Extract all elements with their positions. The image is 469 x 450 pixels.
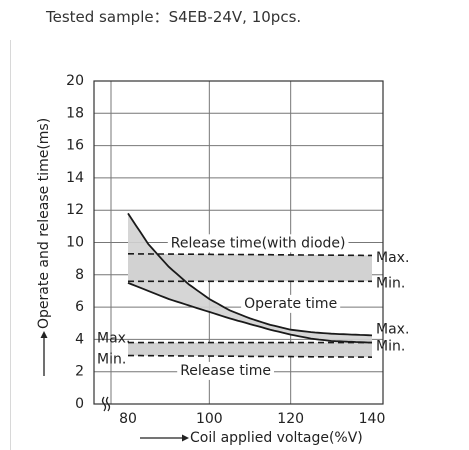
- plot-area-frame: [93, 80, 384, 405]
- y-tick-label: 8: [75, 267, 84, 283]
- x-axis-arrow-head: [182, 434, 189, 442]
- left-border: [10, 40, 11, 450]
- release-time-with-diode-label-background: [167, 234, 349, 253]
- y-tick-label: 16: [66, 138, 84, 154]
- y-axis-label: Operate and release time(ms): [36, 118, 52, 329]
- x-tick-label: 80: [119, 411, 137, 427]
- x-tick-label: 140: [359, 411, 386, 427]
- x-tick-label: 100: [196, 411, 223, 427]
- y-tick-label: 4: [75, 331, 84, 347]
- y-tick-label: 20: [66, 73, 84, 89]
- release-time-min-line: [128, 354, 373, 358]
- annotation-min-left: Min.: [97, 352, 126, 368]
- operate-time-min-line: [127, 282, 373, 344]
- annotation-max-right: Max.: [376, 250, 409, 266]
- operate-time-label: Operate time: [244, 296, 337, 312]
- release-time-with-diode-max-line: [128, 253, 372, 257]
- test-sample-caption: Tested sample：S4EB-24V, 10pcs.: [46, 8, 302, 26]
- x-axis-break-marker: [101, 396, 111, 412]
- release-time-label: Release time: [180, 363, 271, 379]
- x-axis-label: Coil applied voltage(%V): [190, 430, 363, 446]
- operate-time-max-line: [127, 212, 373, 337]
- annotation-min-right: Min.: [376, 276, 405, 292]
- annotation-max-right: Max.: [376, 322, 409, 338]
- annotation-min-right: Min.: [376, 339, 405, 355]
- y-tick-label: 18: [66, 105, 84, 121]
- y-tick-label: 12: [66, 202, 84, 218]
- release-time-with-diode-label: Release time(with diode): [171, 235, 346, 251]
- y-tick-label: 0: [75, 396, 84, 412]
- y-tick-label: 14: [66, 170, 84, 186]
- operate-time-band: [128, 213, 372, 343]
- release-time-label-background: [177, 361, 274, 380]
- y-axis-arrow-head: [40, 331, 48, 338]
- release-time-with-diode-band: [128, 253, 372, 282]
- x-tick-label: 120: [277, 411, 304, 427]
- operate-time-label-background: [241, 294, 341, 313]
- y-tick-label: 6: [75, 299, 84, 315]
- release-time-band: [128, 342, 372, 358]
- annotation-max-left: Max.: [97, 331, 130, 347]
- y-tick-label: 2: [75, 364, 84, 380]
- y-tick-label: 10: [66, 235, 84, 251]
